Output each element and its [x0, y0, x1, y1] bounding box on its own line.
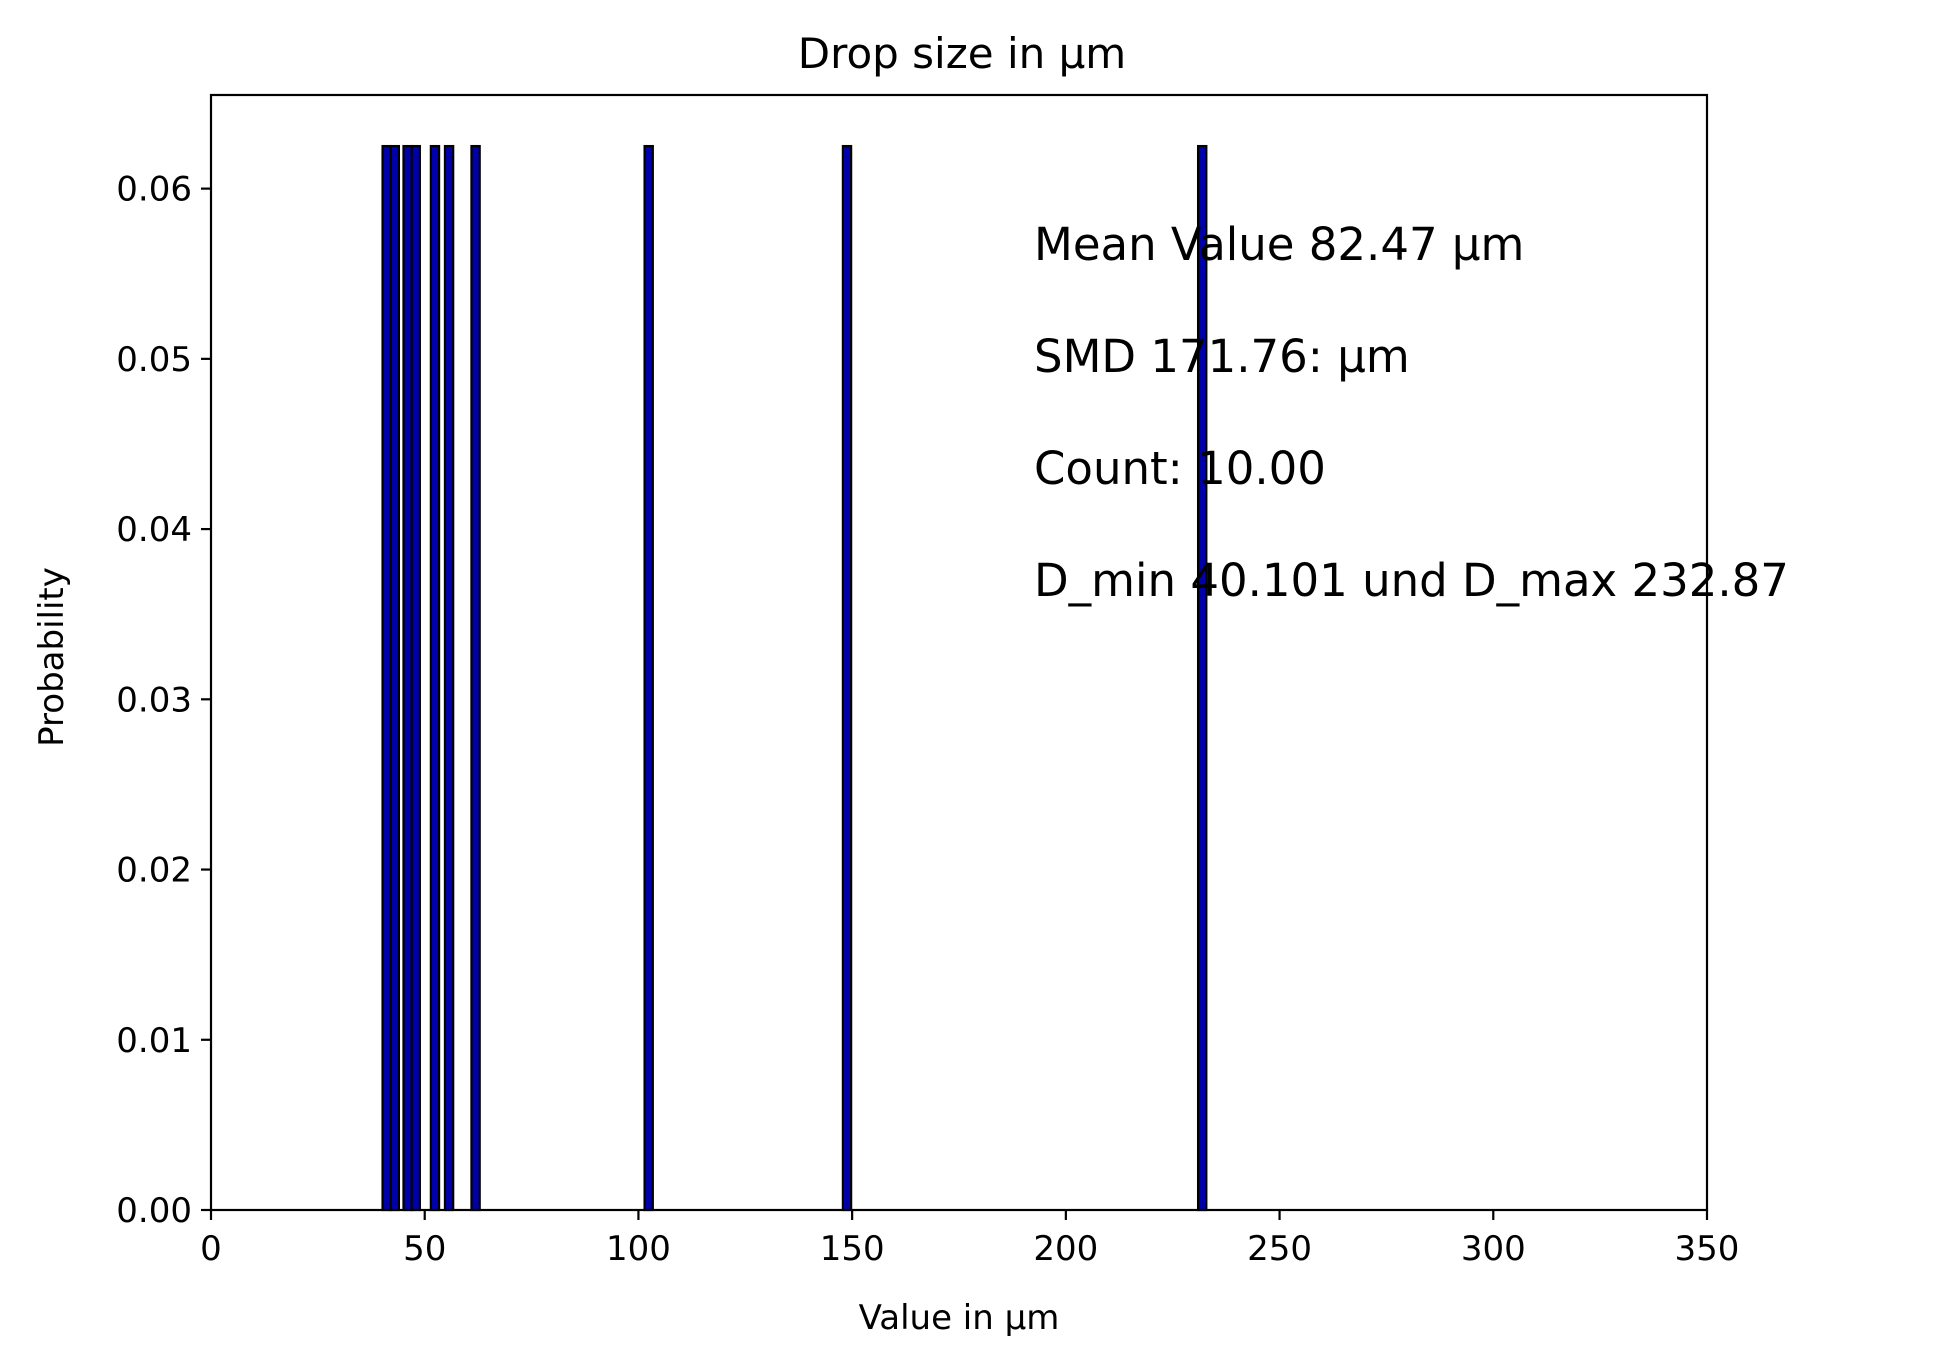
x-axis-title: Value in μm [859, 1298, 1060, 1338]
x-tick-label: 150 [820, 1229, 885, 1269]
histogram-bar [443, 144, 455, 1212]
annotations-layer: Mean Value 82.47 μm SMD 171.76: μm Count: … [1034, 218, 1789, 607]
histogram-bar [841, 144, 853, 1212]
histogram-bar [470, 144, 481, 1212]
y-axis-title: Probability [32, 567, 72, 747]
x-tick-label: 350 [1675, 1229, 1740, 1269]
x-tick-label: 250 [1247, 1229, 1312, 1269]
stats-annotation: SMD 171.76: μm [1034, 330, 1410, 383]
x-axis: 0 50 100 150 200 250 300 350 [200, 1210, 1739, 1269]
y-tick-label: 0.04 [116, 510, 192, 550]
histogram-bar [389, 144, 401, 1212]
y-tick-label: 0.01 [116, 1021, 192, 1061]
histogram-bar [381, 144, 392, 1212]
y-tick-label: 0.00 [116, 1191, 192, 1231]
x-tick-label: 0 [200, 1229, 222, 1269]
chart-title: Drop size in μm [798, 29, 1126, 78]
x-tick-label: 100 [606, 1229, 671, 1269]
y-tick-label: 0.02 [116, 851, 192, 891]
bars-layer [381, 144, 1208, 1212]
plot-frame [209, 93, 1709, 1212]
histogram-bar [643, 144, 654, 1212]
y-tick-label: 0.05 [116, 340, 192, 380]
y-axis: 0.00 0.01 0.02 0.03 0.04 0.05 0.06 [116, 170, 211, 1231]
x-tick-label: 300 [1461, 1229, 1526, 1269]
stats-annotation: D_min 40.101 und D_max 232.87 [1034, 554, 1789, 607]
stats-annotation: Mean Value 82.47 μm [1034, 218, 1524, 271]
histogram-bar [410, 144, 421, 1212]
histogram-bar [429, 144, 441, 1212]
y-tick-label: 0.06 [116, 170, 192, 210]
histogram-bar [1196, 144, 1208, 1212]
stats-annotation: Count: 10.00 [1034, 442, 1326, 495]
x-tick-label: 50 [403, 1229, 446, 1269]
x-tick-label: 200 [1033, 1229, 1098, 1269]
y-tick-label: 0.03 [116, 680, 192, 720]
histogram-bar [402, 144, 413, 1212]
